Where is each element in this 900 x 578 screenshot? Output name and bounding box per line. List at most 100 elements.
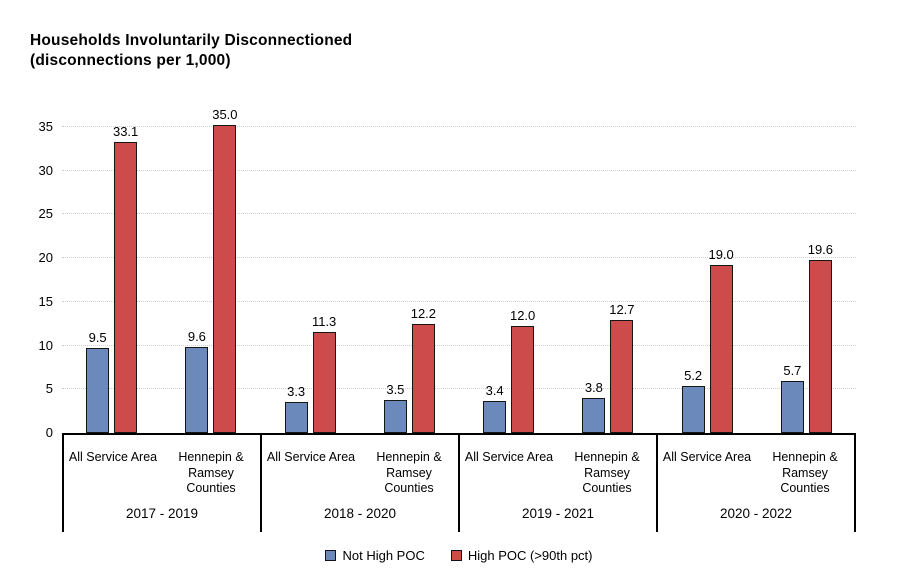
category-label-line: Hennepin & <box>772 450 838 464</box>
chart-title: Households Involuntarily Disconnectioned <box>30 32 353 49</box>
gridline-20 <box>62 257 856 259</box>
bar-not-high-poc: 3.4 <box>483 383 507 433</box>
gridline-35 <box>62 126 856 127</box>
category-labels-row: All Service Area Hennepin & Ramsey Counties <box>64 435 260 497</box>
period-label-1: 2018 - 2020 <box>323 506 397 521</box>
bar-pair-1-1: 3.5 12.2 <box>360 127 459 433</box>
bar-not-high-poc: 9.5 <box>86 330 110 433</box>
category-group-1: All Service Area Hennepin & Ramsey Counties… <box>260 435 458 532</box>
gridline-15 <box>62 300 856 302</box>
bar-groups: 9.5 33.1 9.6 35.0 3.3 11.3 3.5 12.2 3.4 12.0 3.8 12… <box>62 107 856 433</box>
category-labels-row: All Service Area Hennepin & Ramsey Counties <box>658 435 854 497</box>
bar-pair-3-1: 5.7 19.6 <box>757 127 856 433</box>
legend-item-not-high-poc: Not High POC <box>325 548 425 563</box>
bar-value-label: 11.3 <box>311 314 337 330</box>
bar-high-poc: 11.3 <box>312 314 336 433</box>
bar-not-high-poc: 3.3 <box>284 384 308 433</box>
y-tick-label-20: 20 <box>38 250 53 266</box>
chart-subtitle: (disconnections per 1,000) <box>30 52 231 69</box>
bar-group-2017-2019: 9.5 33.1 9.6 35.0 <box>62 107 261 433</box>
bar-not-high-poc: 9.6 <box>185 329 209 433</box>
bar-high-poc: 12.7 <box>609 302 635 433</box>
plot-area: 9.5 33.1 9.6 35.0 3.3 11.3 3.5 12.2 3.4 12.0 3.8 12… <box>62 107 856 433</box>
bar-pair-3-0: 5.2 19.0 <box>658 127 757 433</box>
bar-value-label: 19.6 <box>807 241 834 257</box>
bar-value-label: 3.3 <box>287 384 306 400</box>
category-label-line: Ramsey <box>386 465 432 480</box>
y-tick-label-30: 30 <box>38 162 53 178</box>
x-axis-category-area: All Service Area Hennepin & Ramsey Counties… <box>62 433 856 532</box>
bar-value-label: 5.7 <box>783 363 802 379</box>
category-label-line: Counties <box>780 481 830 495</box>
category-label-2-1: Hennepin & Ramsey Counties <box>558 450 656 497</box>
period-label-3: 2020 - 2022 <box>719 506 793 521</box>
category-label-0-1: Hennepin & Ramsey Counties <box>162 450 260 497</box>
y-axis: 0 5 10 15 20 25 30 35 <box>0 119 53 440</box>
gridline-30 <box>62 169 856 171</box>
category-labels-row: All Service Area Hennepin & Ramsey Counties <box>262 435 458 497</box>
bar-not-high-poc: 5.2 <box>681 368 705 433</box>
bar-group-2019-2021: 3.4 12.0 3.8 12.7 <box>459 127 658 433</box>
category-label-line: Counties <box>582 481 632 495</box>
bar-value-label: 19.0 <box>708 246 734 262</box>
y-tick-label-5: 5 <box>45 381 53 397</box>
category-label-line: Hennepin & <box>376 450 442 464</box>
category-label-1-1: Hennepin & Ramsey Counties <box>360 450 458 497</box>
category-group-0: All Service Area Hennepin & Ramsey Counties… <box>62 435 260 532</box>
gridline-10 <box>62 344 856 346</box>
bar-not-high-poc: 5.7 <box>780 363 804 433</box>
category-label-2-0: All Service Area <box>460 450 558 497</box>
y-tick-label-0: 0 <box>45 425 53 440</box>
legend-swatch-icon <box>325 550 337 561</box>
gridline-25 <box>62 213 856 215</box>
category-label-line: Ramsey <box>782 465 828 480</box>
bar-value-label: 5.2 <box>684 367 703 383</box>
category-label-line: All Service Area <box>266 450 356 464</box>
y-tick-label-25: 25 <box>38 206 53 222</box>
bar-value-label: 12.2 <box>410 306 437 322</box>
category-label-line: Ramsey <box>188 465 234 480</box>
legend: Not High POC High POC (>90th pct) <box>62 548 856 563</box>
bar-high-poc: 33.1 <box>113 124 138 433</box>
category-group-2: All Service Area Hennepin & Ramsey Counties… <box>458 435 656 532</box>
bar-high-poc: 19.6 <box>808 242 833 433</box>
bar-high-poc: 12.0 <box>510 308 535 433</box>
category-label-line: Ramsey <box>584 465 630 480</box>
bar-value-label: 9.5 <box>88 329 107 345</box>
bar-high-poc: 19.0 <box>708 247 734 433</box>
category-label-line: Hennepin & <box>178 450 244 464</box>
bar-not-high-poc: 3.8 <box>582 380 606 433</box>
category-labels-row: All Service Area Hennepin & Ramsey Counties <box>460 435 656 497</box>
bar-value-label: 33.1 <box>112 123 139 139</box>
y-tick-label-15: 15 <box>38 293 53 309</box>
bar-pair-2-0: 3.4 12.0 <box>459 127 558 433</box>
category-label-line: All Service Area <box>464 450 554 464</box>
bar-high-poc: 35.0 <box>212 107 238 433</box>
y-tick-label-35: 35 <box>38 119 53 134</box>
bar-group-2018-2020: 3.3 11.3 3.5 12.2 <box>261 127 460 433</box>
bar-value-label: 3.4 <box>485 383 504 399</box>
category-label-line: All Service Area <box>662 450 752 464</box>
bar-high-poc: 12.2 <box>411 306 436 433</box>
period-label-0: 2017 - 2019 <box>125 506 199 521</box>
bar-value-label: 35.0 <box>212 107 238 122</box>
bar-value-label: 9.6 <box>187 329 206 345</box>
bar-value-label: 3.8 <box>584 379 603 395</box>
category-label-line: Hennepin & <box>574 450 640 464</box>
bar-value-label: 12.0 <box>509 308 536 324</box>
category-label-line: Counties <box>186 481 236 495</box>
bar-pair-1-0: 3.3 11.3 <box>261 127 360 433</box>
category-label-1-0: All Service Area <box>262 450 360 497</box>
legend-label: Not High POC <box>342 548 425 563</box>
bar-pair-0-1: 9.6 35.0 <box>161 107 260 433</box>
bar-pair-2-1: 3.8 12.7 <box>558 127 657 433</box>
category-label-line: Counties <box>384 481 434 495</box>
title-block: Households Involuntarily Disconnectioned… <box>30 31 352 71</box>
category-label-3-1: Hennepin & Ramsey Counties <box>756 450 854 497</box>
category-label-0-0: All Service Area <box>64 450 162 497</box>
period-label-2: 2019 - 2021 <box>521 506 595 521</box>
legend-item-high-poc: High POC (>90th pct) <box>450 548 593 563</box>
gridline-5 <box>62 388 856 390</box>
category-label-3-0: All Service Area <box>658 450 756 497</box>
